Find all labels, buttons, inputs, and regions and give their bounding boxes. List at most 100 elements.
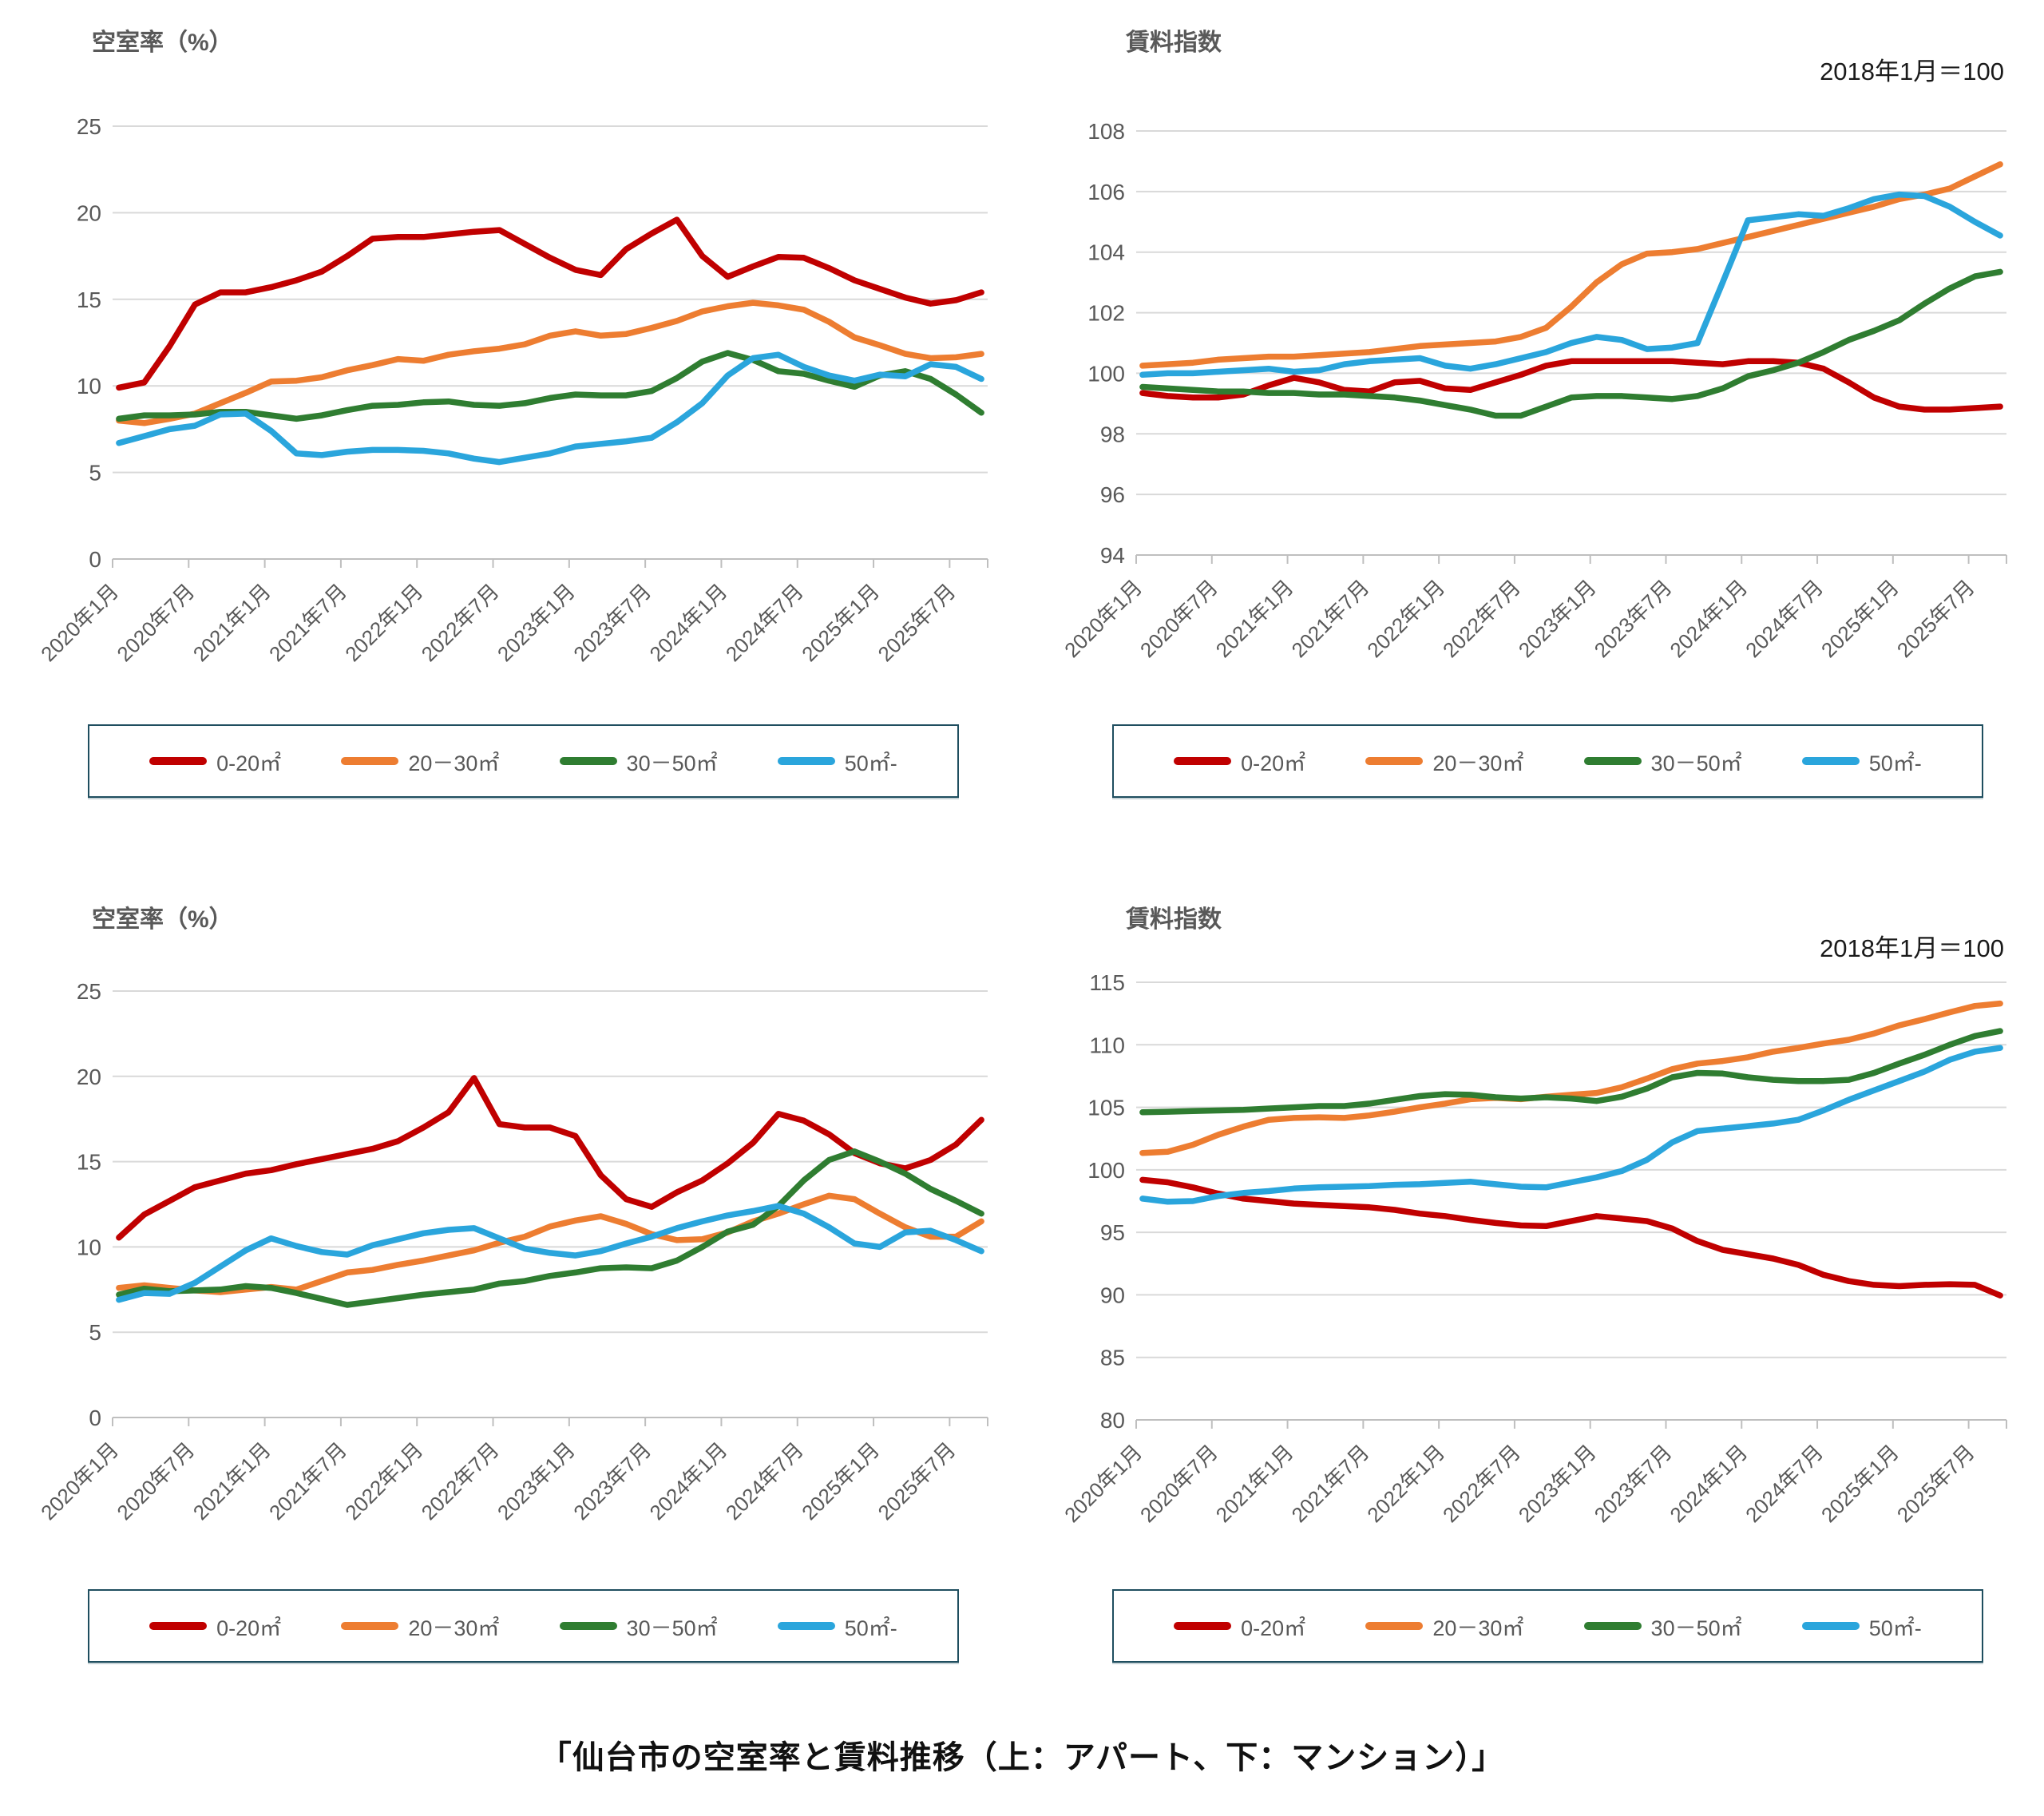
y-tick-label: 105 (1087, 1096, 1125, 1120)
series-line-20-30- (116, 299, 984, 426)
x-tick-label: 2025年7月 (1892, 575, 1979, 662)
x-tick-label: 2021年1月 (1211, 1440, 1298, 1527)
legend-label: 0-20㎡ (216, 1616, 282, 1640)
x-tick-label: 2023年7月 (1590, 1440, 1677, 1527)
legend-label: 50㎡- (1868, 751, 1922, 775)
x-tick-label: 2025年1月 (1816, 575, 1903, 662)
y-tick-label: 106 (1087, 180, 1125, 204)
chart-title: 賃料指数 (1126, 30, 1222, 56)
x-tick-label: 2025年1月 (797, 579, 884, 666)
x-tick-label: 2022年1月 (1362, 575, 1449, 662)
legend-item-50-: 50㎡- (777, 746, 897, 777)
y-tick-label: 104 (1087, 240, 1125, 265)
legend-label: 50㎡- (1868, 1616, 1922, 1640)
legend-label: 0-20㎡ (1241, 1616, 1306, 1640)
y-tick-label: 20 (77, 200, 101, 225)
legend-item-0-20-: 0-20㎡ (149, 746, 281, 777)
x-tick-label: 2024年7月 (721, 1437, 808, 1525)
legend-item-30-50-: 30－50㎡ (559, 746, 718, 777)
x-tick-label: 2021年1月 (1211, 575, 1298, 662)
x-tick-label: 2023年7月 (1590, 575, 1677, 662)
y-tick-label: 10 (77, 374, 101, 398)
legend-item-0-20-: 0-20㎡ (1174, 1611, 1305, 1642)
series-line-0-20- (1139, 358, 2003, 413)
series-line-30-50- (1139, 1028, 2003, 1116)
y-tick-label: 25 (77, 979, 101, 1004)
legend-item-30-50-: 30－50㎡ (1583, 746, 1742, 777)
x-tick-label: 2024年1月 (1665, 1440, 1752, 1527)
legend-box: 0-20㎡ 20－30㎡ 30－50㎡ 50㎡- (88, 724, 959, 798)
y-tick-label: 95 (1100, 1220, 1125, 1245)
legend-swatch (777, 757, 835, 765)
legend-label: 30－50㎡ (1650, 751, 1742, 775)
series-line-50- (1139, 1045, 2003, 1205)
y-tick-label: 25 (77, 114, 101, 139)
legend-box: 0-20㎡ 20－30㎡ 30－50㎡ 50㎡- (1112, 724, 1983, 798)
x-tick-label: 2021年1月 (188, 1437, 275, 1525)
legend-item-50-: 50㎡- (1801, 1611, 1922, 1642)
x-tick-label: 2021年7月 (264, 579, 351, 666)
x-tick-label: 2020年7月 (1135, 575, 1222, 662)
x-tick-label: 2024年7月 (1741, 575, 1828, 662)
x-tick-label: 2025年7月 (1892, 1440, 1979, 1527)
chart-apartment-rent-index: 賃料指数 2018年1月＝100 94 96 98 100 102 104 106 108 20… (1046, 10, 2028, 856)
legend-swatch (1801, 1622, 1860, 1630)
legend-swatch (1174, 1622, 1232, 1630)
x-tick-label: 2020年1月 (36, 579, 123, 666)
x-tick-label: 2022年1月 (340, 1437, 427, 1525)
chart-title: 空室率（%） (92, 30, 233, 56)
x-tick-label: 2024年1月 (645, 579, 732, 666)
y-tick-label: 0 (89, 547, 101, 572)
y-tick-label: 115 (1089, 970, 1125, 995)
mansion-rent-index-plot: 80 85 90 95 100 105 110 115 2020年1月2020年7月2021年1… (1060, 970, 2007, 1527)
legend-swatch (1365, 757, 1424, 765)
figure-caption: 「仙台市の空室率と賃料推移（上：アパート、下：マンション）」 (539, 1740, 1505, 1775)
y-tick-label: 100 (1087, 361, 1125, 386)
chart-title: 賃料指数 (1126, 906, 1222, 933)
legend-label: 30－50㎡ (1650, 1616, 1742, 1640)
y-tick-label: 15 (77, 287, 101, 312)
chart-title: 空室率（%） (92, 906, 233, 933)
x-tick-label: 2022年7月 (417, 579, 504, 666)
legend-item-50-: 50㎡- (777, 1611, 897, 1642)
series-line-0-20- (1139, 1176, 2003, 1299)
x-tick-label: 2022年7月 (1438, 575, 1525, 662)
legend-label: 30－50㎡ (626, 1616, 718, 1640)
legend-label: 30－50㎡ (626, 751, 718, 775)
legend-label: 20－30㎡ (1432, 1616, 1524, 1640)
legend-label: 20－30㎡ (1432, 751, 1524, 775)
legend-item-20-30-: 20－30㎡ (341, 746, 499, 777)
legend-item-20-30-: 20－30㎡ (1365, 1611, 1523, 1642)
legend-swatch (777, 1622, 835, 1630)
y-tick-label: 5 (89, 461, 101, 486)
x-tick-label: 2023年1月 (493, 1437, 580, 1525)
legend-item-30-50-: 30－50㎡ (559, 1611, 718, 1642)
apartment-vacancy-plot: 05101520252020年1月2020年7月2021年1月2021年7月20… (36, 114, 988, 666)
y-tick-label: 15 (77, 1150, 101, 1175)
legend-swatch (1174, 757, 1232, 765)
x-tick-label: 2023年7月 (568, 579, 656, 666)
legend-item-30-50-: 30－50㎡ (1583, 1611, 1742, 1642)
legend-swatch (149, 1622, 208, 1630)
legend-swatch (559, 1622, 617, 1630)
y-tick-label: 96 (1100, 482, 1125, 507)
y-tick-label: 5 (89, 1320, 101, 1345)
x-tick-label: 2022年1月 (340, 579, 427, 666)
y-tick-label: 20 (77, 1065, 101, 1089)
y-tick-label: 110 (1089, 1033, 1125, 1057)
y-tick-label: 102 (1087, 301, 1125, 326)
y-tick-label: 100 (1087, 1158, 1125, 1183)
x-tick-label: 2020年1月 (1060, 575, 1147, 662)
legend-label: 50㎡- (844, 1616, 897, 1640)
y-tick-label: 94 (1100, 543, 1125, 568)
x-tick-label: 2023年7月 (568, 1437, 656, 1525)
x-tick-label: 2020年7月 (112, 579, 199, 666)
legend-swatch (1583, 1622, 1642, 1630)
x-tick-label: 2023年1月 (493, 579, 580, 666)
series-line-30-50- (1139, 268, 2003, 419)
legend-box: 0-20㎡ 20－30㎡ 30－50㎡ 50㎡- (88, 1589, 959, 1663)
x-tick-label: 2022年1月 (1362, 1440, 1449, 1527)
y-tick-label: 10 (77, 1235, 101, 1259)
x-tick-label: 2025年1月 (797, 1437, 884, 1525)
